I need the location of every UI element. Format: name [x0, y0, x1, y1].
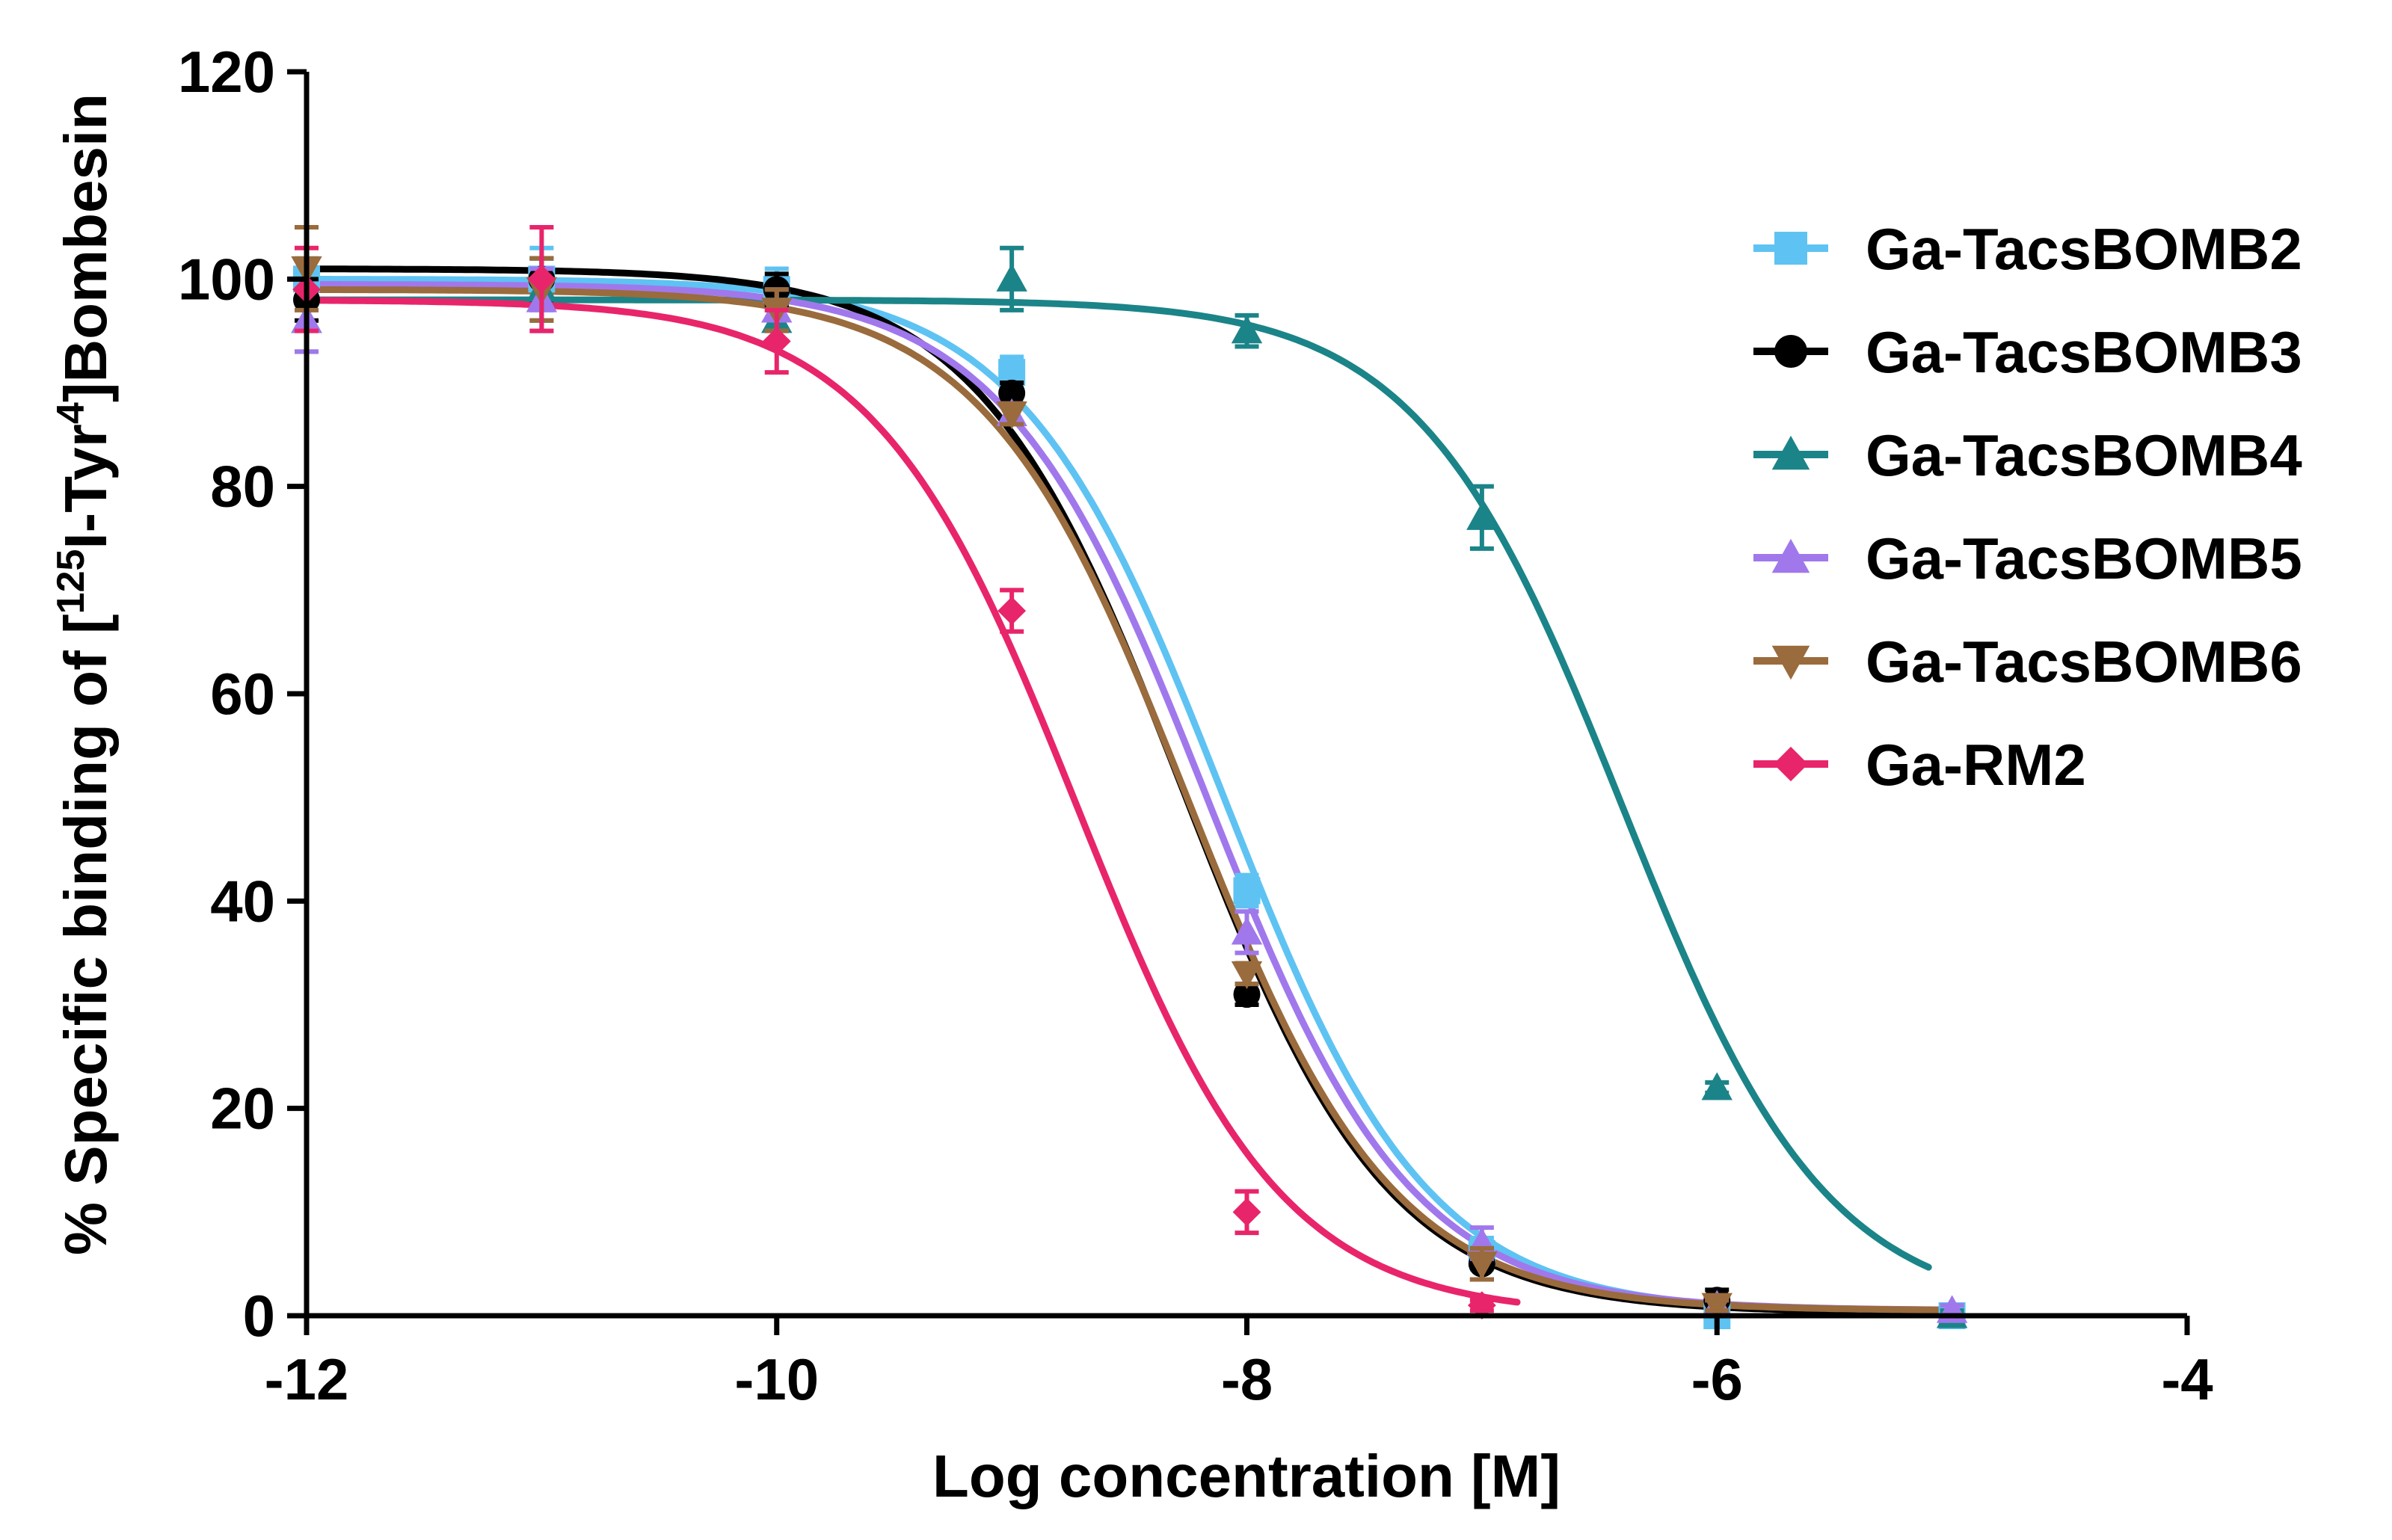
y-axis-title: % Specific binding of [125I-Tyr4]Bombesi… [49, 93, 119, 1255]
legend-marker-ga-tacsbomb6 [1771, 645, 1810, 680]
y-tick-label: 20 [210, 1076, 275, 1142]
data-point-ga-rm2 [762, 327, 791, 356]
x-tick-label: -6 [1691, 1346, 1743, 1412]
legend-label-ga-tacsbomb3: Ga-TacsBOMB3 [1866, 319, 2302, 385]
data-point-ga-tacsbomb6 [996, 401, 1027, 430]
data-point-ga-rm2 [527, 265, 556, 294]
fit-curve-ga-tacsbomb4 [303, 296, 1932, 1271]
legend-label-ga-tacsbomb5: Ga-TacsBOMB5 [1866, 526, 2302, 591]
legend-label-ga-tacsbomb6: Ga-TacsBOMB6 [1866, 629, 2302, 694]
data-point-ga-tacsbomb4 [1701, 1072, 1732, 1100]
data-point-ga-rm2 [1467, 1291, 1496, 1320]
legend-label-ga-tacsbomb2: Ga-TacsBOMB2 [1866, 216, 2302, 282]
data-point-ga-tacsbomb2 [1233, 877, 1261, 905]
axes-layer: 0 20 40 60 80 100 120 -12 -10 -8 -6 -4 [178, 39, 2213, 1412]
legend-marker-ga-tacsbomb3 [1774, 335, 1807, 368]
x-tick-label: -12 [265, 1346, 349, 1412]
data-point-ga-tacsbomb4 [996, 263, 1027, 292]
legend-marker-ga-tacsbomb5 [1771, 538, 1810, 573]
data-point-ga-rm2 [1232, 1198, 1261, 1227]
y-axis-title-prefix: % Specific binding of [ [52, 614, 119, 1255]
fit-curve-ga-tacsbomb5 [303, 281, 1956, 1313]
fit-curve-ga-tacsbomb6 [303, 286, 1956, 1313]
y-axis-title-suffix: ]Bombesin [52, 93, 119, 402]
fit-curve-ga-tacsbomb3 [303, 265, 1956, 1316]
y-tick-label: 60 [210, 661, 275, 727]
y-axis-title-mid: I-Tyr [52, 424, 119, 549]
x-tick-label: -4 [2161, 1346, 2213, 1412]
data-point-ga-tacsbomb6 [1701, 1293, 1732, 1321]
data-point-ga-tacsbomb4 [1231, 315, 1263, 344]
data-point-ga-tacsbomb3 [998, 379, 1026, 407]
x-tick-label: -8 [1221, 1346, 1273, 1412]
x-tick-label: -10 [734, 1346, 819, 1412]
x-axis-title: Log concentration [M] [932, 1443, 1561, 1509]
legend-marker-ga-tacsbomb4 [1771, 435, 1810, 470]
data-point-ga-rm2 [997, 597, 1027, 625]
legend: Ga-TacsBOMB2 Ga-TacsBOMB3 Ga-TacsBOMB4 Ga-T… [1753, 216, 2302, 798]
data-point-ga-tacsbomb6 [1466, 1251, 1498, 1280]
data-point-ga-tacsbomb6 [1231, 961, 1263, 990]
fit-curve-ga-tacsbomb2 [303, 276, 1956, 1316]
y-axis-title-sup2: 4 [49, 402, 93, 424]
legend-marker-ga-tacsbomb2 [1774, 232, 1807, 265]
legend-label-ga-rm2: Ga-RM2 [1866, 732, 2086, 798]
legend-marker-ga-rm2 [1773, 746, 1809, 782]
y-axis-title-sup1: 125 [49, 549, 93, 615]
data-point-ga-tacsbomb5 [1231, 917, 1263, 945]
y-tick-label: 80 [210, 454, 275, 520]
fit-curves-layer [303, 265, 1956, 1316]
legend-label-ga-tacsbomb4: Ga-TacsBOMB4 [1866, 422, 2302, 488]
y-tick-label: 100 [178, 246, 275, 312]
data-point-ga-tacsbomb3 [1233, 981, 1261, 1008]
data-point-ga-tacsbomb4 [1466, 502, 1498, 530]
data-points-layer [291, 225, 1968, 1329]
y-tick-label: 40 [210, 868, 275, 934]
fit-curve-ga-rm2 [303, 297, 1521, 1306]
y-tick-label: 120 [178, 39, 275, 105]
y-tick-label: 0 [243, 1283, 275, 1349]
